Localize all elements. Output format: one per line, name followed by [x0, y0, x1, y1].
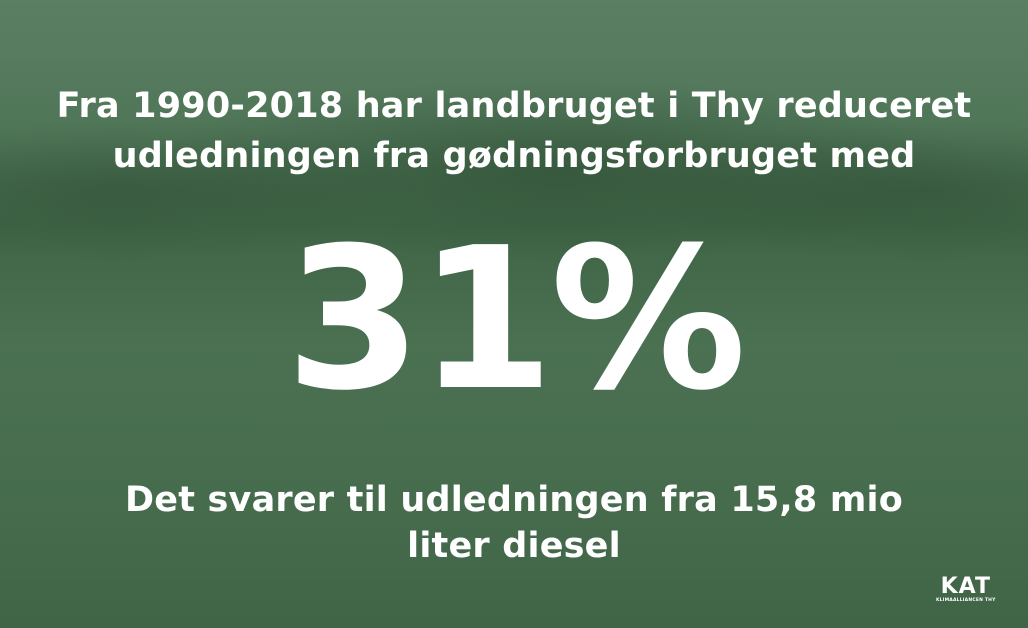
- headline-line: udledningen fra gødningsforbruget med: [112, 136, 916, 176]
- stat-value: 31%: [285, 206, 746, 434]
- subline-line: Det svarer til udledningen fra 15,8 mio: [125, 480, 903, 520]
- logo: KAT KLIMAALLIANCEN THY: [936, 574, 996, 604]
- subline-line: liter diesel: [407, 526, 621, 566]
- logo-mark: KAT: [940, 574, 991, 599]
- headline-line: Fra 1990-2018 har landbruget i Thy reduc…: [56, 86, 972, 126]
- logo-name: KLIMAALLIANCEN THY: [936, 598, 996, 603]
